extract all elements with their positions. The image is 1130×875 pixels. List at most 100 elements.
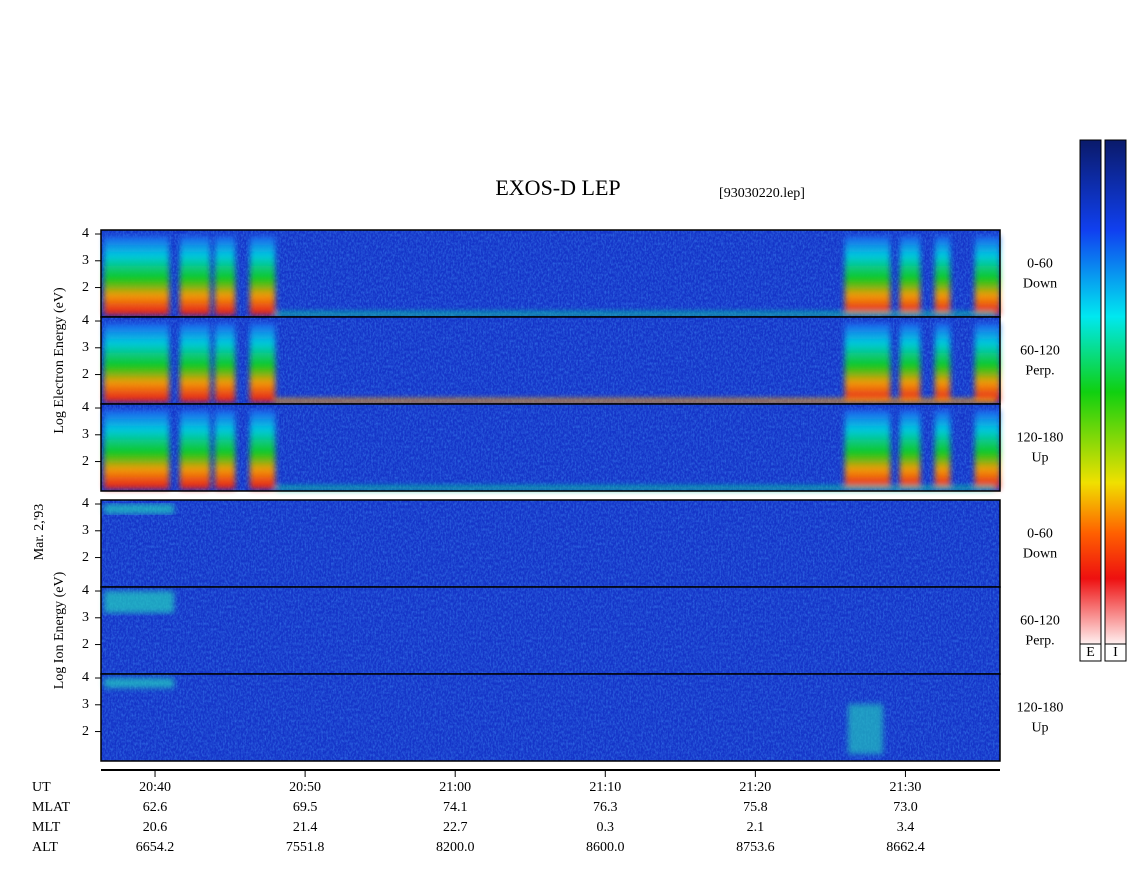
colorbar [1104, 139, 1127, 645]
ephemeris-value: 8662.4 [886, 840, 925, 855]
spectrum-region [845, 323, 890, 402]
spectrum-region [845, 236, 890, 315]
ephemeris-value: 69.5 [293, 800, 318, 815]
ephemeris-value: 21.4 [293, 820, 318, 835]
spectrum-region [104, 591, 174, 613]
panel-angle: 0-60 [1027, 527, 1053, 542]
spectrum-pattern [104, 504, 174, 514]
ephemeris-value: 74.1 [443, 800, 468, 815]
ephemeris-name: ALT [32, 840, 58, 855]
y-tick-label: 3 [82, 340, 89, 355]
spectrum-region [215, 410, 235, 489]
spectrum-region [935, 410, 950, 489]
spectrum-region [250, 410, 275, 489]
panel-frame [100, 673, 1001, 762]
spectrum-baseline [275, 312, 995, 316]
spectrum-region [104, 410, 169, 489]
ephemeris-value: 8200.0 [436, 840, 475, 855]
ephemeris-value: 8600.0 [586, 840, 625, 855]
spectrum-region [180, 410, 210, 489]
colorbar-label-box [1104, 643, 1127, 662]
spectrum-region [104, 678, 174, 688]
y-tick-label: 3 [82, 610, 89, 625]
spectrum-baseline [275, 486, 995, 490]
spectrum-pattern [104, 323, 1000, 403]
spectrum-region [900, 410, 920, 489]
y-tick-label: 4 [82, 400, 89, 415]
y-tick-label: 2 [82, 637, 89, 652]
ephemeris-value: 75.8 [743, 800, 768, 815]
spectrum-region [104, 323, 169, 402]
y-axis-label: Log Ion Energy (eV) [52, 571, 67, 689]
panel-angle: 60-120 [1020, 344, 1060, 359]
y-tick-label: 4 [82, 496, 89, 511]
y-tick-label: 4 [82, 670, 89, 685]
y-tick-label: 2 [82, 367, 89, 382]
spectrum-baseline [275, 399, 995, 403]
ephemeris-value: 8753.6 [736, 840, 775, 855]
spectrum-region [104, 504, 174, 514]
panel-direction: Perp. [1025, 634, 1054, 649]
spectrum-pattern [104, 236, 1000, 316]
y-tick-label: 2 [82, 280, 89, 295]
spectrum-pattern [104, 591, 174, 613]
ephemeris-value: 3.4 [897, 820, 915, 835]
panel-angle: 120-180 [1017, 701, 1064, 716]
x-tick-label: 21:30 [890, 780, 922, 795]
colorbar-label-box [1079, 643, 1102, 662]
ephemeris-name: MLT [32, 820, 61, 835]
ephemeris-value: 2.1 [747, 820, 765, 835]
spectrum-pattern [104, 678, 883, 754]
x-axis-label: UT [32, 780, 51, 795]
spectrum-region [975, 236, 1000, 315]
ephemeris-value: 73.0 [893, 800, 918, 815]
spectrum-region [250, 236, 275, 315]
panel-angle: 120-180 [1017, 431, 1064, 446]
date-label: Mar. 2,'93 [32, 504, 47, 561]
x-tick-label: 21:20 [739, 780, 771, 795]
spectrum-region [180, 323, 210, 402]
y-tick-label: 3 [82, 523, 89, 538]
y-tick-label: 4 [82, 313, 89, 328]
panel-direction: Down [1023, 547, 1057, 562]
spectrum-region [935, 323, 950, 402]
x-tick-label: 21:00 [439, 780, 471, 795]
spectrum-region [104, 236, 169, 315]
colorbar-label: I [1113, 645, 1118, 660]
spectrum-region [180, 236, 210, 315]
ephemeris-value: 0.3 [597, 820, 615, 835]
panel-texture [101, 587, 1000, 674]
spectrum-region [250, 323, 275, 402]
ephemeris-name: MLAT [32, 800, 71, 815]
file-name: [93030220.lep] [719, 186, 805, 201]
spectrum-pattern [104, 410, 1000, 490]
spectrum-region [975, 410, 1000, 489]
spectrum-region [845, 410, 890, 489]
spectrum-region [935, 236, 950, 315]
panel-direction: Down [1023, 277, 1057, 292]
y-tick-label: 2 [82, 454, 89, 469]
x-tick-label: 21:10 [589, 780, 621, 795]
y-tick-label: 2 [82, 550, 89, 565]
panel-direction: Up [1031, 451, 1048, 466]
x-tick-label: 20:40 [139, 780, 171, 795]
panel-direction: Up [1031, 721, 1048, 736]
panel-frame [100, 403, 1001, 492]
y-tick-label: 4 [82, 583, 89, 598]
ephemeris-value: 20.6 [143, 820, 168, 835]
ephemeris-value: 22.7 [443, 820, 468, 835]
panel-angle: 60-120 [1020, 614, 1060, 629]
ephemeris-value: 6654.2 [136, 840, 175, 855]
spectrum-region [900, 323, 920, 402]
colorbar [1079, 139, 1102, 645]
y-tick-label: 3 [82, 253, 89, 268]
y-tick-label: 2 [82, 724, 89, 739]
spectrum-region [848, 704, 883, 754]
panel-direction: Perp. [1025, 364, 1054, 379]
chart-title: EXOS-D LEP [495, 175, 620, 200]
y-tick-label: 4 [82, 226, 89, 241]
panel-angle: 0-60 [1027, 257, 1053, 272]
colorbar-label: E [1086, 645, 1095, 660]
spectrum-region [900, 236, 920, 315]
ephemeris-value: 7551.8 [286, 840, 325, 855]
